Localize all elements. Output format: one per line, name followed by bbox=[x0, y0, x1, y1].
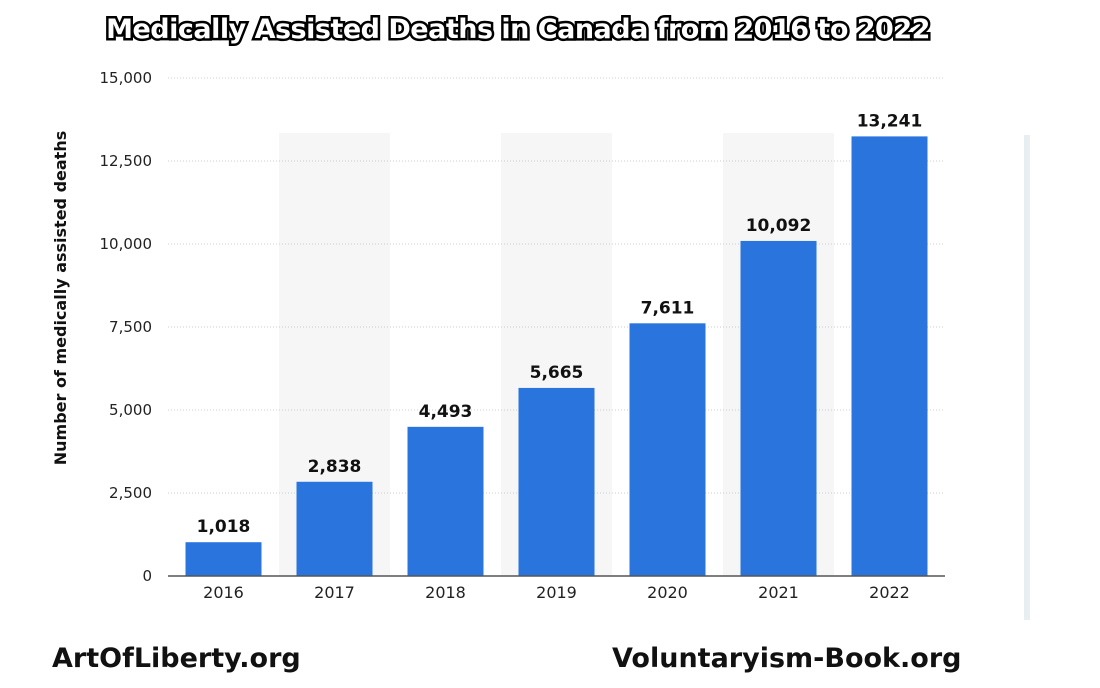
right-edge-strip bbox=[1024, 135, 1030, 620]
data-labels: 1,018 2,838 4,493 5,665 7,611 10,092 13,241 bbox=[197, 111, 923, 537]
y-tick-labels: 0 2,500 5,000 7,500 10,000 12,500 15,000 bbox=[100, 69, 153, 585]
bars bbox=[185, 136, 928, 576]
bar-2019 bbox=[518, 387, 595, 576]
y-tick-label: 0 bbox=[142, 567, 152, 585]
y-tick-label: 5,000 bbox=[109, 401, 152, 419]
y-tick-label: 7,500 bbox=[109, 318, 152, 336]
x-tick-label: 2019 bbox=[536, 583, 577, 602]
data-label: 1,018 bbox=[197, 517, 251, 537]
x-tick-label: 2018 bbox=[425, 583, 466, 602]
bar-2018 bbox=[407, 426, 484, 576]
x-tick-label: 2021 bbox=[758, 583, 799, 602]
data-label: 13,241 bbox=[857, 111, 923, 131]
x-tick-labels: 2016 2017 2018 2019 2020 2021 2022 bbox=[203, 583, 910, 602]
x-tick-label: 2017 bbox=[314, 583, 355, 602]
x-tick-label: 2022 bbox=[869, 583, 910, 602]
y-axis-label: Number of medically assisted deaths bbox=[51, 131, 70, 466]
data-label: 2,838 bbox=[308, 457, 362, 477]
footer-left-site: ArtOfLiberty.org bbox=[52, 643, 301, 674]
bar-2020 bbox=[629, 323, 706, 576]
bar-2021 bbox=[740, 240, 817, 576]
y-tick-label: 10,000 bbox=[100, 235, 153, 253]
x-tick-label: 2020 bbox=[647, 583, 688, 602]
data-label: 4,493 bbox=[419, 402, 473, 422]
y-tick-label: 2,500 bbox=[109, 484, 152, 502]
y-tick-label: 15,000 bbox=[100, 69, 153, 87]
footer-right-site: Voluntaryism-Book.org bbox=[612, 643, 962, 674]
y-tick-label: 12,500 bbox=[100, 152, 153, 170]
data-label: 5,665 bbox=[530, 363, 584, 383]
bar-2022 bbox=[851, 136, 928, 576]
bar-2016 bbox=[185, 542, 262, 576]
chart-title: Medically Assisted Deaths in Canada from… bbox=[106, 14, 930, 45]
bar-2017 bbox=[296, 481, 373, 576]
data-label: 10,092 bbox=[746, 216, 812, 236]
data-label: 7,611 bbox=[641, 298, 695, 318]
x-tick-label: 2016 bbox=[203, 583, 244, 602]
